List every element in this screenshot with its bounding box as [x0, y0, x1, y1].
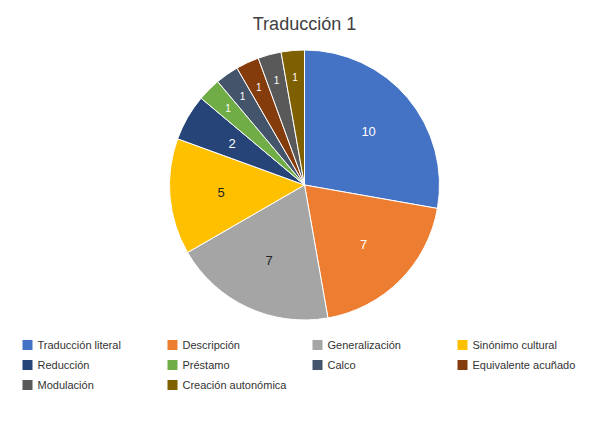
- chart-title: Traducción 1: [253, 14, 356, 34]
- legend-label: Modulación: [38, 379, 94, 391]
- legend-swatch: [168, 340, 178, 350]
- legend-swatch: [23, 380, 33, 390]
- legend-swatch: [168, 360, 178, 370]
- chart-container: Traducción 110775211111Traducción litera…: [0, 0, 609, 428]
- pie-slice: [281, 50, 304, 185]
- data-labels: 10775211111: [218, 72, 376, 268]
- legend-label: Traducción literal: [38, 339, 121, 351]
- legend-label: Calco: [328, 359, 356, 371]
- legend-swatch: [313, 340, 323, 350]
- legend-swatch: [23, 360, 33, 370]
- legend-label: Reducción: [38, 359, 90, 371]
- data-label: 1: [240, 91, 246, 102]
- legend-swatch: [458, 360, 468, 370]
- data-label: 5: [218, 185, 225, 200]
- legend-label: Equivalente acuñado: [473, 359, 576, 371]
- legend-swatch: [168, 380, 178, 390]
- data-label: 1: [292, 72, 298, 83]
- chart-svg: Traducción 110775211111Traducción litera…: [0, 0, 609, 428]
- legend-swatch: [458, 340, 468, 350]
- legend-label: Creación autonómica: [183, 379, 288, 391]
- legend-label: Préstamo: [183, 359, 230, 371]
- data-label: 10: [361, 124, 375, 139]
- data-label: 7: [266, 253, 273, 268]
- legend-swatch: [313, 360, 323, 370]
- data-label: 7: [360, 237, 367, 252]
- legend: Traducción literal Descripción Generalizac…: [23, 339, 576, 391]
- legend-label: Generalización: [328, 339, 401, 351]
- legend-swatch: [23, 340, 33, 350]
- data-label: 1: [225, 103, 231, 114]
- data-label: 2: [228, 136, 235, 151]
- data-label: 1: [256, 82, 262, 93]
- pie: [169, 50, 439, 320]
- legend-label: Descripción: [183, 339, 240, 351]
- pie-slice: [305, 50, 440, 208]
- legend-label: Sinónimo cultural: [473, 339, 557, 351]
- data-label: 1: [274, 75, 280, 86]
